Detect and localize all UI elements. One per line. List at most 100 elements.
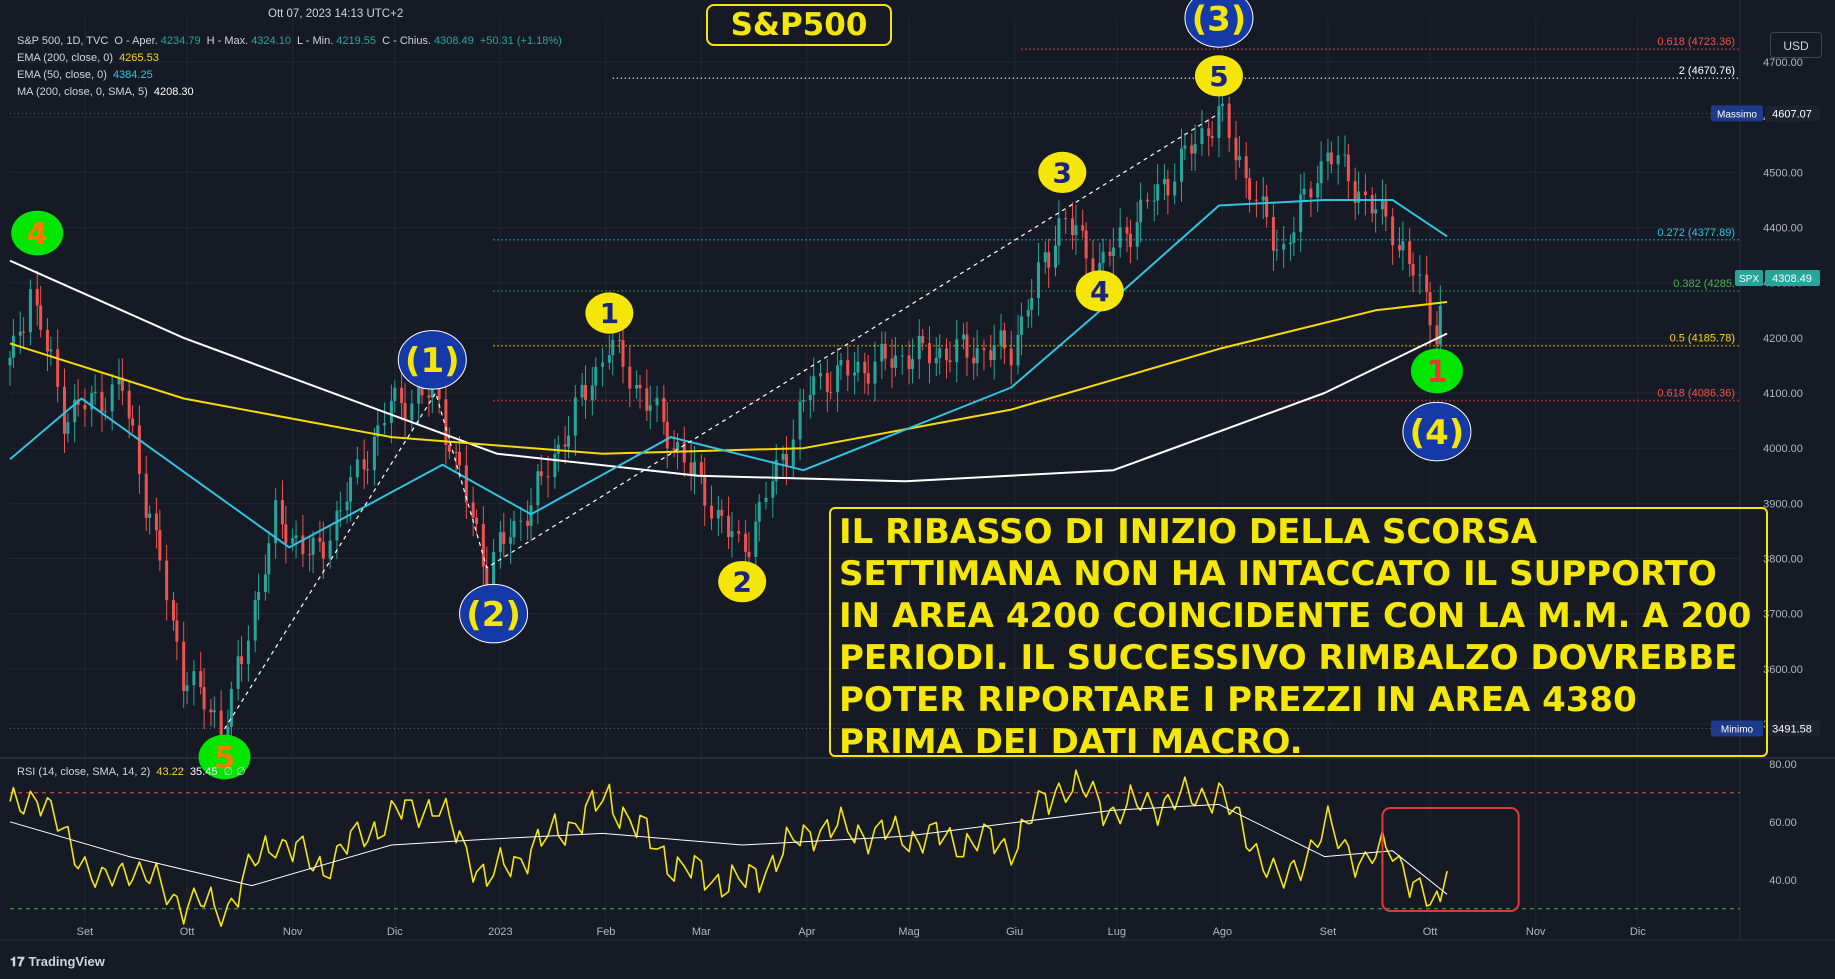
candle-body bbox=[120, 377, 124, 391]
wave-label-bubble bbox=[1410, 348, 1463, 394]
candle-body bbox=[83, 404, 87, 410]
low-label: L - Min. bbox=[297, 35, 334, 47]
candle-body bbox=[39, 305, 43, 330]
candle-body bbox=[836, 365, 840, 392]
candle-body bbox=[989, 350, 993, 360]
indicator-label: EMA (50, close, 0) bbox=[17, 69, 107, 81]
candle-body bbox=[1101, 251, 1105, 263]
wave-label-text: (1) bbox=[405, 341, 460, 381]
indicator-ema50[interactable]: EMA (50, close, 0) 4384.25 bbox=[17, 69, 156, 81]
candle-body bbox=[754, 521, 758, 557]
x-tick-label: Dic bbox=[387, 926, 403, 938]
candle-body bbox=[601, 362, 605, 367]
indicator-ema200[interactable]: EMA (200, close, 0) 4265.53 bbox=[17, 52, 162, 64]
candle-body bbox=[226, 726, 230, 735]
candle-body bbox=[526, 520, 530, 526]
candle-body bbox=[798, 401, 802, 440]
candle-body bbox=[812, 376, 816, 395]
candle-body bbox=[1254, 199, 1258, 201]
candle-body bbox=[1135, 222, 1139, 247]
y-tick-label: 3800.00 bbox=[1763, 553, 1803, 565]
candle-body bbox=[546, 476, 550, 478]
candle-body bbox=[284, 524, 288, 544]
candle-body bbox=[1207, 128, 1211, 137]
candle-body bbox=[621, 340, 625, 367]
candle-body bbox=[90, 393, 94, 410]
fib-level-label: 0.618 (4086.36) bbox=[1657, 388, 1735, 400]
candle-body bbox=[699, 462, 703, 476]
candle-body bbox=[274, 500, 278, 544]
candle-body bbox=[975, 348, 979, 364]
candle-body bbox=[311, 537, 315, 555]
candle-body bbox=[590, 385, 594, 400]
y-tick-label: 4100.00 bbox=[1763, 388, 1803, 400]
candle-body bbox=[485, 566, 489, 586]
candle-body bbox=[202, 687, 206, 710]
close-label: C - Chius. bbox=[382, 35, 432, 47]
candle-body bbox=[1118, 227, 1122, 248]
candle-body bbox=[349, 477, 353, 502]
candle-body bbox=[611, 339, 615, 356]
fib-level-label: 0.618 (4723.36) bbox=[1657, 36, 1735, 48]
candle-body bbox=[982, 348, 986, 351]
indicator-value: 4384.25 bbox=[112, 69, 153, 81]
candle-body bbox=[212, 710, 216, 713]
indicator-rsi[interactable]: RSI (14, close, SMA, 14, 2) 43.22 35.45 … bbox=[17, 765, 249, 778]
candle-body bbox=[509, 537, 513, 544]
y-tick-label: 3600.00 bbox=[1763, 664, 1803, 676]
candle-body bbox=[927, 343, 931, 364]
indicator-value: 4208.30 bbox=[153, 86, 194, 98]
candle-body bbox=[1353, 181, 1357, 203]
y-tick-label: 3900.00 bbox=[1763, 498, 1803, 510]
candle-body bbox=[1002, 330, 1006, 349]
candle-body bbox=[1319, 161, 1323, 184]
candle-body bbox=[372, 436, 376, 471]
ref-value-label: 3491.58 bbox=[1772, 724, 1812, 736]
candle-body bbox=[791, 439, 795, 467]
indicator-ma200[interactable]: MA (200, close, 0, SMA, 5) 4208.30 bbox=[17, 86, 197, 98]
candle-body bbox=[693, 462, 697, 476]
wave-label-text: 4 bbox=[27, 217, 48, 252]
candle-body bbox=[856, 361, 860, 373]
x-tick-label: Ott bbox=[1423, 926, 1438, 938]
candle-body bbox=[492, 552, 496, 586]
candle-body bbox=[1193, 144, 1197, 154]
candle-body bbox=[253, 599, 257, 641]
last-price-box bbox=[1765, 270, 1820, 287]
x-tick-label: Ago bbox=[1213, 926, 1233, 938]
candle-body bbox=[257, 592, 261, 600]
candle-body bbox=[1016, 334, 1020, 366]
rsi-ma-line bbox=[9, 803, 1448, 895]
candle-body bbox=[1265, 196, 1269, 218]
candle-body bbox=[1179, 148, 1183, 182]
candle-body bbox=[1009, 348, 1013, 366]
wave-label-bubble bbox=[718, 560, 767, 603]
ema200-line bbox=[9, 301, 1448, 455]
candle-body bbox=[757, 501, 761, 522]
candle-body bbox=[744, 533, 748, 552]
candle-body bbox=[1299, 194, 1303, 233]
candle-body bbox=[498, 532, 502, 553]
candle-body bbox=[103, 411, 107, 413]
candle-body bbox=[1329, 152, 1333, 165]
header-timestamp: Ott 07, 2023 14:13 UTC+2 bbox=[268, 8, 404, 20]
close-value: 4308.49 bbox=[434, 35, 474, 47]
rsi-ma-value: 35.45 bbox=[189, 766, 218, 778]
change-value: +50.31 (+1.18%) bbox=[479, 35, 562, 47]
rsi-highlight-box bbox=[1381, 807, 1520, 912]
candle-body bbox=[747, 551, 751, 557]
candle-body bbox=[66, 422, 70, 434]
candle-body bbox=[1343, 154, 1347, 156]
currency-button[interactable]: USD bbox=[1770, 32, 1822, 58]
candle-body bbox=[420, 385, 424, 396]
candle-body bbox=[1128, 233, 1132, 247]
candle-body bbox=[553, 453, 557, 478]
candle-body bbox=[1309, 188, 1313, 198]
x-tick-label: Nov bbox=[1526, 926, 1546, 938]
wave-label-text: 1 bbox=[600, 297, 619, 330]
candle-body bbox=[73, 399, 77, 423]
x-tick-label: Nov bbox=[283, 926, 303, 938]
symbol-label: S&P 500, 1D, TVC bbox=[17, 35, 109, 47]
wave-label-bubble bbox=[397, 330, 467, 390]
